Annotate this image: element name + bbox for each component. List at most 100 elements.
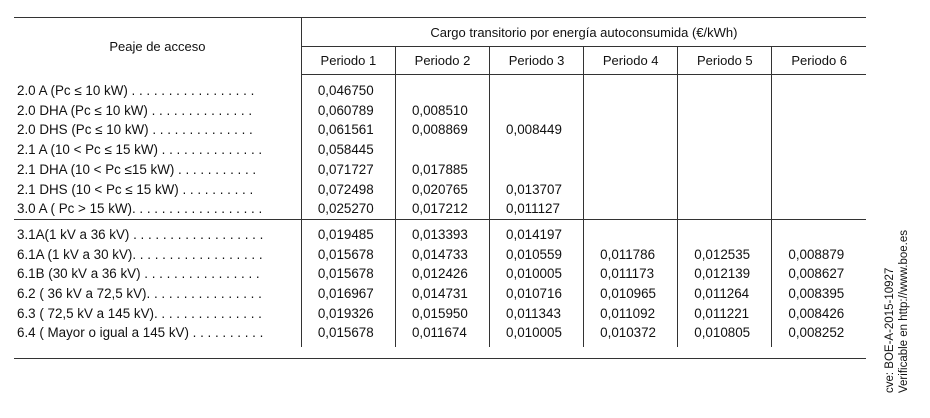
period-value: 0,017885 <box>395 159 491 180</box>
period-value <box>677 140 773 160</box>
period-value <box>583 199 679 220</box>
period-value <box>583 74 679 101</box>
period-value <box>489 74 585 101</box>
period-value: 0,071727 <box>301 159 396 180</box>
period-value: 0,011092 <box>583 303 679 324</box>
period-value: 0,010559 <box>489 244 585 265</box>
period-header: Periodo 3 <box>489 46 585 75</box>
period-value <box>772 120 866 140</box>
charge-group-header: Cargo transitorio por energía autoconsum… <box>301 17 866 47</box>
period-value: 0,008869 <box>395 120 491 141</box>
table-row: 3.1A(1 kV a 36 kV) . . . . . . . . . . .… <box>14 219 866 245</box>
period-value <box>489 100 585 121</box>
toll-label: 2.0 DHA (Pc ≤ 10 kW) . . . . . . . . . .… <box>14 100 302 121</box>
period-value <box>583 219 679 245</box>
table-bottom-rule <box>14 358 866 359</box>
cve-code: cve: BOE-A-2015-10927 <box>884 267 896 393</box>
toll-label: 2.1 DHA (10 < Pc ≤15 kW) . . . . . . . .… <box>14 159 302 180</box>
period-value: 0,015678 <box>301 244 396 265</box>
period-value: 0,008510 <box>395 100 491 121</box>
period-value: 0,008449 <box>489 120 585 141</box>
table-row: 6.1B (30 kV a 36 kV) . . . . . . . . . .… <box>14 264 866 285</box>
period-value: 0,012535 <box>677 244 773 265</box>
high-voltage-group: 3.1A(1 kV a 36 kV) . . . . . . . . . . .… <box>14 219 866 348</box>
toll-charge-table: Peaje de acceso Cargo transitorio por en… <box>14 17 866 348</box>
period-value: 0,008395 <box>788 286 845 302</box>
table-row: 2.1 A (10 < Pc ≤ 15 kW) . . . . . . . . … <box>14 140 866 160</box>
period-value <box>772 101 866 121</box>
period-header: Periodo 1 <box>301 46 396 75</box>
period-value: 0,011264 <box>677 284 773 304</box>
period-value: 0,019326 <box>301 303 396 324</box>
period-value <box>772 140 866 160</box>
period-value: 0,013393 <box>395 219 491 245</box>
table-row: 2.1 DHA (10 < Pc ≤15 kW) . . . . . . . .… <box>14 159 866 180</box>
period-value: 0,010805 <box>677 323 773 348</box>
toll-label: 2.0 DHS (Pc ≤ 10 kW) . . . . . . . . . .… <box>14 120 302 141</box>
toll-label: 6.4 ( Mayor o igual a 145 kV) . . . . . … <box>14 323 302 348</box>
table-row: 6.2 ( 36 kV a 72,5 kV). . . . . . . . . … <box>14 284 866 304</box>
period-value <box>677 159 773 180</box>
access-toll-header: Peaje de acceso <box>14 17 302 75</box>
period-value <box>677 219 773 245</box>
table-row: 3.0 A ( Pc > 15 kW). . . . . . . . . . .… <box>14 199 866 220</box>
period-value: 0,011173 <box>583 264 679 285</box>
period-value: 0,015678 <box>301 323 396 348</box>
period-value: 0,008426 <box>788 305 845 321</box>
period-value <box>583 159 679 180</box>
period-value: 0,011343 <box>489 303 585 324</box>
period-header: Periodo 4 <box>583 46 679 75</box>
period-value: 0,010716 <box>489 284 585 304</box>
low-voltage-group: 2.0 A (Pc ≤ 10 kW) . . . . . . . . . . .… <box>14 74 866 220</box>
table-row: 2.0 DHA (Pc ≤ 10 kW) . . . . . . . . . .… <box>14 100 866 121</box>
period-value: 0,020765 <box>395 179 491 200</box>
period-value: 0,008879 <box>788 246 845 262</box>
period-value: 0,010372 <box>583 323 679 348</box>
period-value <box>583 100 679 121</box>
toll-label: 2.1 A (10 < Pc ≤ 15 kW) . . . . . . . . … <box>14 140 302 160</box>
period-value <box>772 160 866 180</box>
period-value: 0,010005 <box>489 264 585 285</box>
period-value <box>677 179 773 200</box>
period-value <box>772 180 866 200</box>
toll-label: 3.0 A ( Pc > 15 kW). . . . . . . . . . .… <box>14 199 302 220</box>
period-header: Periodo 5 <box>677 46 773 75</box>
period-value: 0,010005 <box>489 323 585 348</box>
period-value: 0,060789 <box>301 100 396 121</box>
toll-label: 2.0 A (Pc ≤ 10 kW) . . . . . . . . . . .… <box>14 74 302 101</box>
period-value: 0,019485 <box>301 219 396 245</box>
toll-label: 6.1B (30 kV a 36 kV) . . . . . . . . . .… <box>14 264 302 285</box>
period-value: 0,025270 <box>301 199 396 220</box>
period-value <box>677 199 773 220</box>
period-value <box>772 219 866 244</box>
table-row: 6.3 ( 72,5 kV a 145 kV). . . . . . . . .… <box>14 303 866 324</box>
table-row: 2.0 DHS (Pc ≤ 10 kW) . . . . . . . . . .… <box>14 120 866 141</box>
period-value: 0,008627 <box>788 266 845 282</box>
period-value: 0,013707 <box>489 179 585 200</box>
period-value: 0,011786 <box>583 244 679 265</box>
period-value <box>395 140 491 160</box>
period-value: 0,016967 <box>301 284 396 304</box>
period-value <box>677 74 773 101</box>
period-value <box>677 100 773 121</box>
period-value: 0,017212 <box>395 199 491 220</box>
verification-note: cve: BOE-A-2015-10927 Verificable en htt… <box>883 230 911 393</box>
period-value: 0,072498 <box>301 179 396 200</box>
period-value <box>677 120 773 141</box>
table-row: 2.1 DHS (10 < Pc ≤ 15 kW) . . . . . . . … <box>14 179 866 200</box>
period-value <box>772 75 866 101</box>
table-row: 6.4 ( Mayor o igual a 145 kV) . . . . . … <box>14 323 866 348</box>
period-value: 0,011221 <box>677 303 773 324</box>
period-value: 0,015678 <box>301 264 396 285</box>
period-value: 0,012426 <box>395 264 491 285</box>
toll-label: 6.2 ( 36 kV a 72,5 kV). . . . . . . . . … <box>14 284 302 304</box>
period-value: 0,014733 <box>395 244 491 265</box>
period-value <box>583 120 679 141</box>
period-value <box>489 140 585 160</box>
period-value <box>583 179 679 200</box>
period-value: 0,012139 <box>677 264 773 285</box>
period-value: 0,014731 <box>395 284 491 304</box>
table-row: 2.0 A (Pc ≤ 10 kW) . . . . . . . . . . .… <box>14 74 866 101</box>
charge-table: Peaje de acceso Cargo transitorio por en… <box>14 17 866 348</box>
period-value: 0,061561 <box>301 120 396 141</box>
